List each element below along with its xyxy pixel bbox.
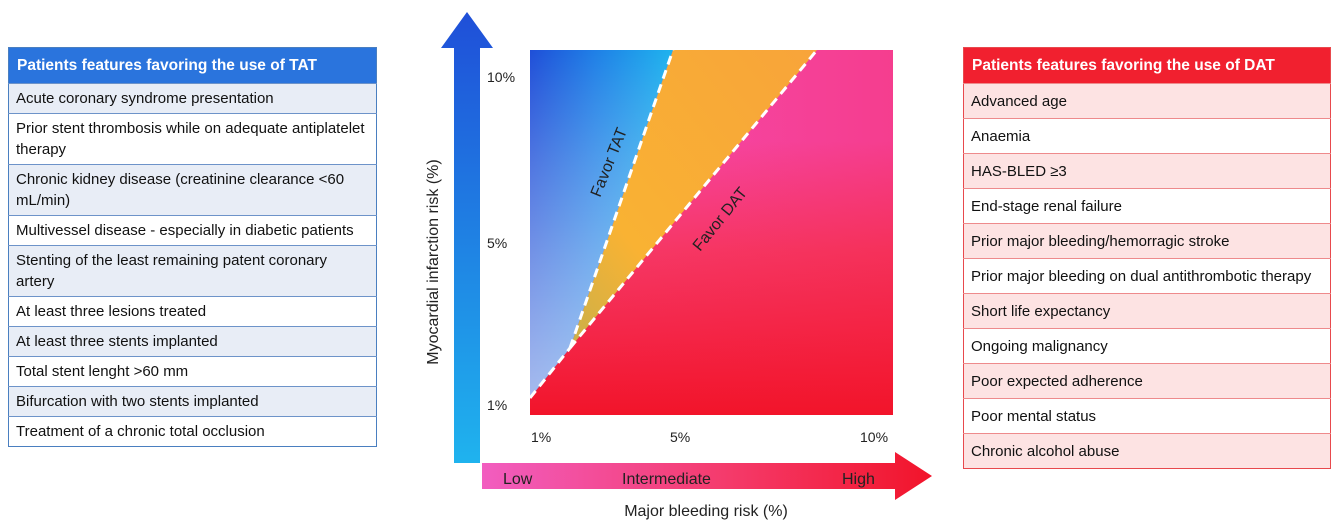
dat-feature-item: Poor expected adherence [963,363,1331,399]
table-row: Short life expectancy [963,293,1331,329]
dat-boundary-line [568,49,819,349]
table-row: HAS-BLED ≥3 [963,153,1331,189]
x-axis-title: Major bleeding risk (%) [624,503,788,520]
table-row: Prior major bleeding/hemorragic stroke [963,223,1331,259]
dat-feature-item: Ongoing malignancy [963,328,1331,364]
dat-feature-item: End-stage renal failure [963,188,1331,224]
table-row: Acute coronary syndrome presentation [8,83,377,114]
table-row: At least three stents implanted [8,326,377,357]
y-tick-label: 5% [487,235,507,251]
tat-boundary-line [568,49,675,349]
tat-feature-item: Bifurcation with two stents implanted [8,386,377,417]
table-row: Treatment of a chronic total occlusion [8,416,377,447]
table-row: Anaemia [963,118,1331,154]
x-arrow-label-high: High [842,471,875,488]
table-row: Multivessel disease - especially in diab… [8,215,377,246]
dat-feature-item: Short life expectancy [963,293,1331,329]
table-row: At least three lesions treated [8,296,377,327]
table-row: Bifurcation with two stents implanted [8,386,377,417]
tat-feature-item: Stenting of the least remaining patent c… [8,245,377,297]
dat-feature-item: Prior major bleeding on dual antithrombo… [963,258,1331,294]
dat-feature-item: Anaemia [963,118,1331,154]
tat-feature-item: Total stent lenght >60 mm [8,356,377,387]
y-axis-title: Myocardial infarction risk (%) [425,159,442,364]
tat-region-shade [530,50,673,398]
x-tick-label: 10% [860,429,888,445]
tat-feature-item: Prior stent thrombosis while on adequate… [8,113,377,165]
x-arrow-label-low: Low [503,471,533,488]
x-tick-label: 5% [670,429,690,445]
x-axis-arrow [482,452,932,500]
tat-feature-item: At least three stents implanted [8,326,377,357]
tat-feature-item: Treatment of a chronic total occlusion [8,416,377,447]
dat-feature-item: Chronic alcohol abuse [963,433,1331,469]
tat-table-title: Patients features favoring the use of TA… [8,47,377,84]
dat-feature-item: Prior major bleeding/hemorragic stroke [963,223,1331,259]
dat-feature-item: HAS-BLED ≥3 [963,153,1331,189]
table-row: Prior stent thrombosis while on adequate… [8,113,377,165]
table-row: Poor expected adherence [963,363,1331,399]
table-row: End-stage renal failure [963,188,1331,224]
table-row: Stenting of the least remaining patent c… [8,245,377,297]
tat-boundary-line [528,347,572,399]
tat-features-table: Patients features favoring the use of TA… [8,47,377,447]
table-row: Chronic kidney disease (creatinine clear… [8,164,377,216]
x-tick-label: 1% [531,429,551,445]
tat-feature-item: At least three lesions treated [8,296,377,327]
table-row: Advanced age [963,83,1331,119]
tat-feature-item: Chronic kidney disease (creatinine clear… [8,164,377,216]
dat-features-table: Patients features favoring the use of DA… [963,47,1331,469]
table-row: Poor mental status [963,398,1331,434]
table-row: Ongoing malignancy [963,328,1331,364]
y-tick-label: 1% [487,397,507,413]
tat-feature-item: Acute coronary syndrome presentation [8,83,377,114]
dat-table-title: Patients features favoring the use of DA… [963,47,1331,84]
table-row: Prior major bleeding on dual antithrombo… [963,258,1331,294]
y-axis-arrow [441,12,493,463]
dat-feature-item: Poor mental status [963,398,1331,434]
y-tick-label: 10% [487,69,515,85]
tat-feature-item: Multivessel disease - especially in diab… [8,215,377,246]
table-row: Chronic alcohol abuse [963,433,1331,469]
x-arrow-label-intermediate: Intermediate [622,471,711,488]
dat-feature-item: Advanced age [963,83,1331,119]
table-row: Total stent lenght >60 mm [8,356,377,387]
